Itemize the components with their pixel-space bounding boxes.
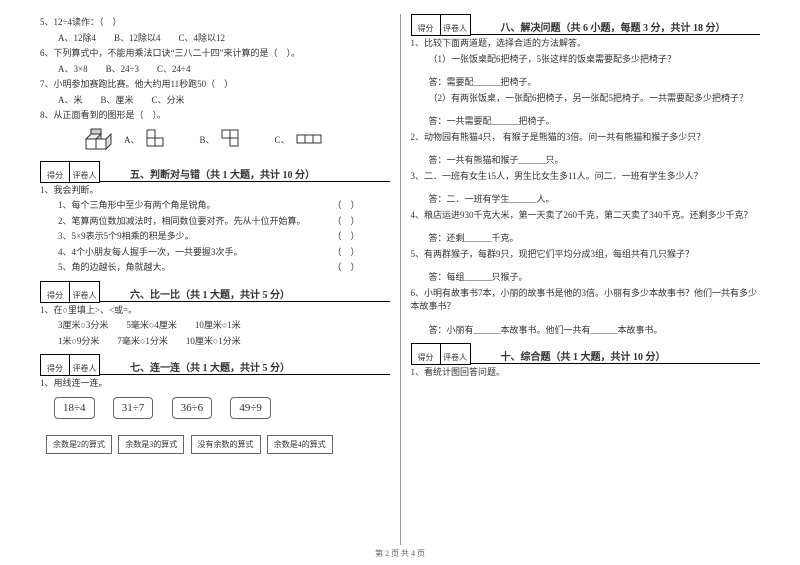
q6: 6、下列算式中，不能用乘法口诀“三八二十四”来计算的是（ ）。 <box>40 47 390 61</box>
q7-options: A、米 B、厘米 C、分米 <box>40 94 390 108</box>
s8-3a: 答：二．一班有学生______人。 <box>411 193 761 207</box>
q5: 5、12÷4读作：（ ） <box>40 16 390 30</box>
rem-1: 余数是2的算式 <box>46 435 112 454</box>
paren: （ ） <box>332 215 359 229</box>
left-column: 5、12÷4读作：（ ） A、12除4 B、12除以4 C、4除以12 6、下列… <box>30 14 401 545</box>
s6-1: 3厘米○3分米 5毫米○4厘米 10厘米○1米 <box>40 319 390 333</box>
section-10-title: 十、综合题（共 1 大题，共计 10 分） <box>501 348 761 365</box>
s5-stem: 1、我会判断。 <box>40 184 390 198</box>
s8-1-1a: 答：需要配______把椅子。 <box>411 76 761 90</box>
shape-b-icon <box>221 129 243 151</box>
s8-1: 1、比较下面两道题，选择合适的方法解答。 <box>411 37 761 51</box>
s6-stem: 1、在○里填上>、<或=。 <box>40 304 390 318</box>
s8-5a: 答：每组______只猴子。 <box>411 271 761 285</box>
paren: （ ） <box>332 230 359 244</box>
section-7-title: 七、连一连（共 1 大题，共计 5 分） <box>130 359 390 376</box>
cube-shape-icon <box>80 125 118 155</box>
s5-2-text: 2、笔算两位数加减法时，相同数位要对齐。先从十位开始算。 <box>58 216 306 226</box>
s5-3: 3、5×9表示5个9相乘的积是多少。 （ ） <box>40 230 390 244</box>
rem-3: 没有余数的算式 <box>191 435 261 454</box>
page: 5、12÷4读作：（ ） A、12除4 B、12除以4 C、4除以12 6、下列… <box>0 0 800 565</box>
s5-1-text: 1、每个三角形中至少有两个角是锐角。 <box>58 200 216 210</box>
s8-4: 4、粮店运进930千克大米，第一天卖了260千克，第二天卖了340千克。还剩多少… <box>411 209 761 223</box>
s8-1-1: （1）一张饭桌配6把椅子，5张这样的饭桌需要配多少把椅子？ <box>411 53 761 67</box>
s8-2: 2、动物园有熊猫4只， 有猴子是熊猫的3倍。问一共有熊猫和猴子多少只？ <box>411 131 761 145</box>
shape-c-icon <box>296 134 326 146</box>
s8-2a: 答：一共有熊猫和猴子______只。 <box>411 154 761 168</box>
grader-cell: 评卷人 <box>70 161 100 183</box>
s6-2: 1米○9分米 7毫米○1分米 10厘米○1分米 <box>40 335 390 349</box>
grader-cell: 评卷人 <box>441 14 471 36</box>
section-8-title: 八、解决问题（共 6 小题，每题 3 分，共计 18 分） <box>501 19 761 36</box>
div-1: 18÷4 <box>54 397 95 419</box>
div-4: 49÷9 <box>230 397 271 419</box>
section-5-title: 五、判断对与错（共 1 大题，共计 10 分） <box>130 166 390 183</box>
score-cell: 得分 <box>40 354 70 376</box>
paren: （ ） <box>332 199 359 213</box>
paren: （ ） <box>332 246 359 260</box>
s8-1-2: （2）有两张饭桌，一张配6把椅子，另一张配5把椅子。一共需要配多少把椅子？ <box>411 92 761 106</box>
section-6-title: 六、比一比（共 1 大题，共计 5 分） <box>130 286 390 303</box>
div-2: 31÷7 <box>113 397 154 419</box>
q8-shapes: A、 B、 C、 <box>80 125 390 155</box>
q6-options: A、3×8 B、24÷3 C、24÷4 <box>40 63 390 77</box>
page-footer: 第 2 页 共 4 页 <box>0 548 800 559</box>
q8-opt-a-label: A、 <box>124 133 140 146</box>
s5-2: 2、笔算两位数加减法时，相同数位要对齐。先从十位开始算。 （ ） <box>40 215 390 229</box>
paren: （ ） <box>332 261 359 275</box>
grader-cell: 评卷人 <box>70 354 100 376</box>
s5-1: 1、每个三角形中至少有两个角是锐角。 （ ） <box>40 199 390 213</box>
q8: 8、从正面看到的图形是（ ）。 <box>40 109 390 123</box>
s8-4a: 答：还剩______千克。 <box>411 232 761 246</box>
s5-4: 4、4个小朋友每人握手一次，一共要握3次手。 （ ） <box>40 246 390 260</box>
section-6-header: 得分 评卷人 六、比一比（共 1 大题，共计 5 分） <box>40 281 390 303</box>
s8-6: 6、小明有故事书7本，小丽的故事书是他的3倍。小丽有多少本故事书？他们一共有多少… <box>411 287 761 314</box>
q8-opt-b-label: B、 <box>200 133 215 146</box>
division-row: 18÷4 31÷7 36÷6 49÷9 <box>46 397 390 419</box>
q7: 7、小明参加赛跑比赛。他大约用11秒跑50（ ） <box>40 78 390 92</box>
rem-4: 余数是4的算式 <box>267 435 333 454</box>
grader-cell: 评卷人 <box>70 281 100 303</box>
s10-1: 1、看统计图回答问题。 <box>411 366 761 380</box>
shape-a-icon <box>146 129 168 151</box>
score-cell: 得分 <box>40 281 70 303</box>
section-10-header: 得分 评卷人 十、综合题（共 1 大题，共计 10 分） <box>411 343 761 365</box>
section-7-header: 得分 评卷人 七、连一连（共 1 大题，共计 5 分） <box>40 354 390 376</box>
s5-5-text: 5、角的边越长，角就越大。 <box>58 262 171 272</box>
s7-stem: 1、用线连一连。 <box>40 377 390 391</box>
div-3: 36÷6 <box>172 397 213 419</box>
section-8-header: 得分 评卷人 八、解决问题（共 6 小题，每题 3 分，共计 18 分） <box>411 14 761 36</box>
score-cell: 得分 <box>411 14 441 36</box>
s5-4-text: 4、4个小朋友每人握手一次，一共要握3次手。 <box>58 247 243 257</box>
s8-1-2a: 答：一共需要配______把椅子。 <box>411 115 761 129</box>
q8-opt-c-label: C、 <box>275 133 290 146</box>
s8-6a: 答：小丽有______本故事书。他们一共有______本故事书。 <box>411 324 761 338</box>
right-column: 得分 评卷人 八、解决问题（共 6 小题，每题 3 分，共计 18 分） 1、比… <box>401 14 771 545</box>
s5-5: 5、角的边越长，角就越大。 （ ） <box>40 261 390 275</box>
s8-3: 3、二．一班有女生15人，男生比女生多11人。问二．一班有学生多少人？ <box>411 170 761 184</box>
remainder-row: 余数是2的算式 余数是3的算式 没有余数的算式 余数是4的算式 <box>46 431 390 454</box>
score-cell: 得分 <box>40 161 70 183</box>
score-cell: 得分 <box>411 343 441 365</box>
s5-3-text: 3、5×9表示5个9相乘的积是多少。 <box>58 231 194 241</box>
section-5-header: 得分 评卷人 五、判断对与错（共 1 大题，共计 10 分） <box>40 161 390 183</box>
rem-2: 余数是3的算式 <box>118 435 184 454</box>
s8-5: 5、有两群猴子，每群9只，现把它们平均分成3组，每组共有几只猴子？ <box>411 248 761 262</box>
grader-cell: 评卷人 <box>441 343 471 365</box>
q5-options: A、12除4 B、12除以4 C、4除以12 <box>40 32 390 46</box>
